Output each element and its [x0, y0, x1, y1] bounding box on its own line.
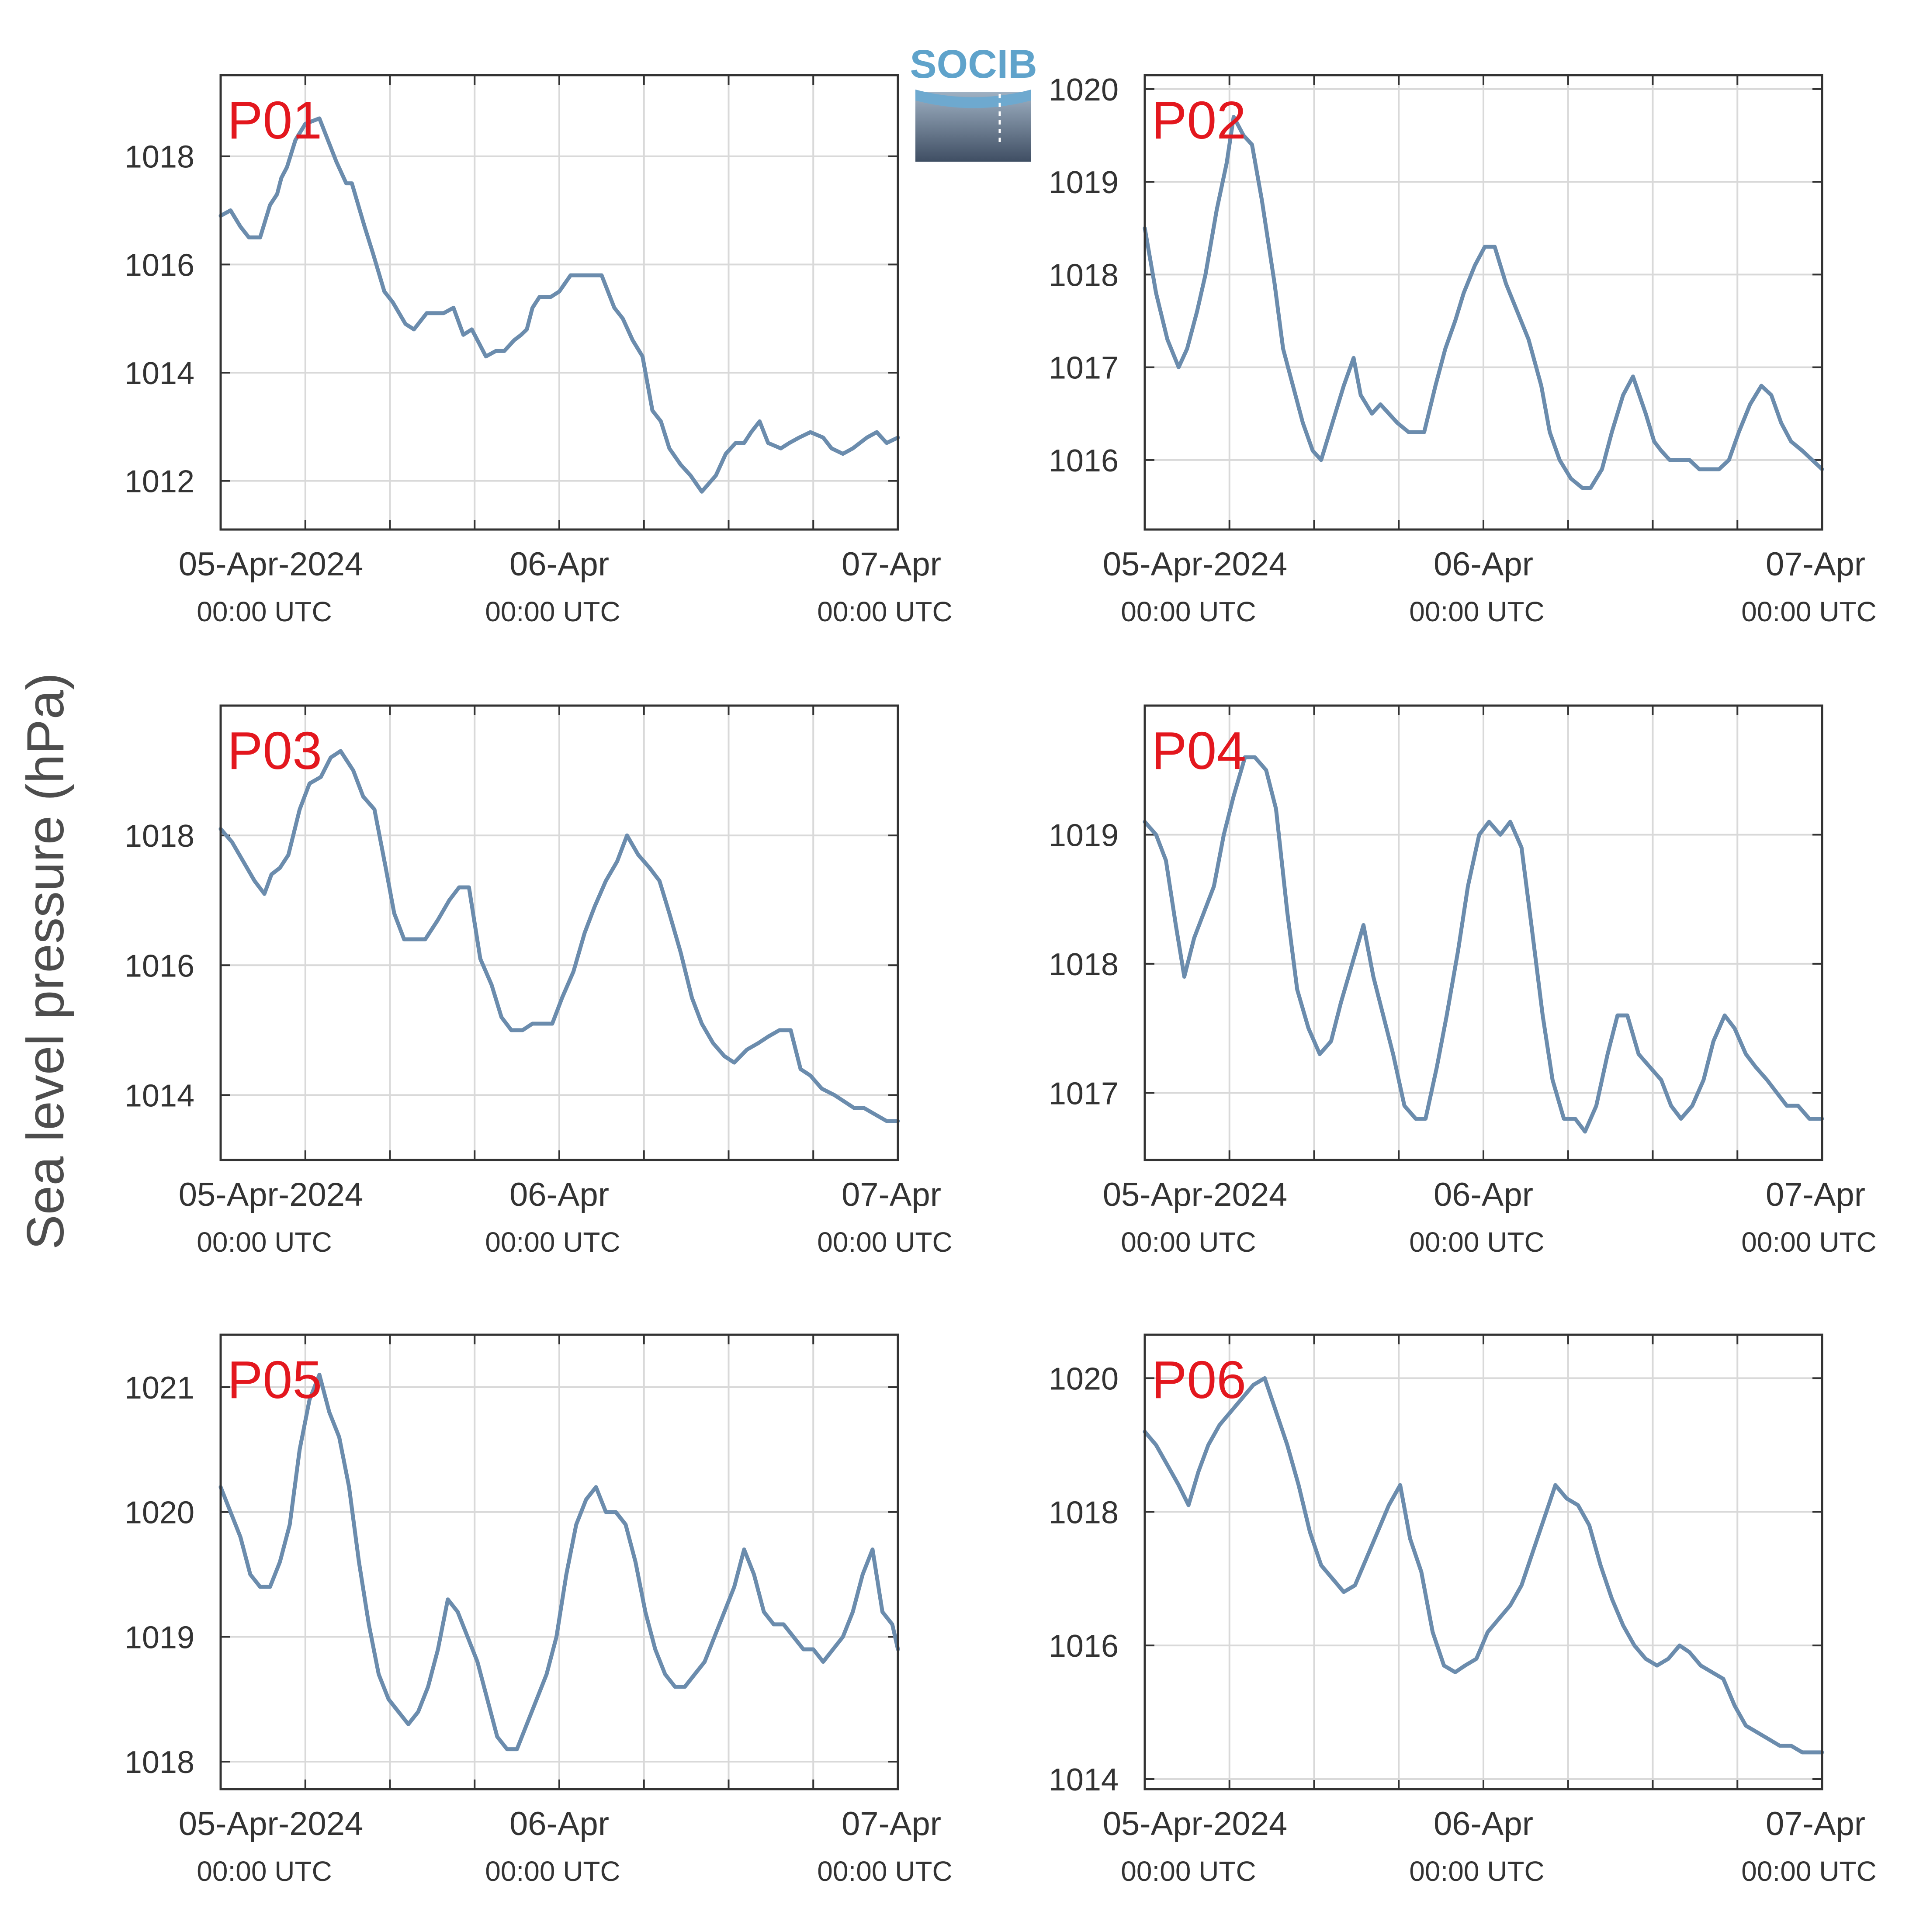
panel-p06: 1014 1016 1018 1020 05-Apr-2024 00:00 UTC 06-A…	[1049, 1333, 1877, 1887]
y-tick-label: 1019	[1049, 818, 1119, 853]
panel-label: P03	[227, 721, 322, 780]
y-tick-label: 1020	[125, 1496, 194, 1530]
y-tick-label: 1020	[1049, 1361, 1119, 1396]
x-tick-label-date: 06-Apr	[509, 1805, 609, 1842]
socib-logo: SOCIB	[910, 42, 1037, 162]
x-tick-label-date: 05-Apr-2024	[1103, 1805, 1288, 1842]
panel-label: P05	[227, 1350, 322, 1409]
socib-logo-text: SOCIB	[910, 42, 1037, 87]
x-tick-label-time: 00:00 UTC	[1741, 596, 1876, 627]
x-tick-label-date: 06-Apr	[1434, 546, 1533, 583]
y-tick-label: 1012	[125, 464, 194, 499]
x-tick-label-time: 00:00 UTC	[1409, 1226, 1544, 1258]
panel-label: P01	[227, 90, 322, 150]
y-tick-label: 1016	[1049, 1629, 1119, 1664]
y-tick-label: 1019	[1049, 165, 1119, 200]
panel-p04: 1017 1018 1019 05-Apr-2024 00:00 UTC 06-Apr 00…	[1049, 704, 1877, 1258]
x-tick-label-time: 00:00 UTC	[817, 1856, 952, 1887]
y-tick-label: 1017	[1049, 1076, 1119, 1111]
x-tick-label-date: 07-Apr	[1766, 1805, 1865, 1842]
y-tick-label: 1018	[125, 819, 194, 854]
x-tick-label-date: 06-Apr	[509, 546, 609, 583]
panel-label: P04	[1151, 721, 1246, 780]
panel-p02: 1016 1017 1018 1019 1020 05-Apr-2024 00:00 UTC…	[1049, 73, 1877, 627]
x-tick-label-time: 00:00 UTC	[1741, 1856, 1876, 1887]
plot-frame	[219, 1333, 899, 1790]
y-axis-label: Sea level pressure (hPa)	[16, 673, 75, 1250]
x-tick-label-date: 05-Apr-2024	[1103, 1176, 1288, 1213]
x-tick-label-time: 00:00 UTC	[1409, 1856, 1544, 1887]
x-tick-label-time: 00:00 UTC	[197, 596, 332, 627]
y-tick-label: 1018	[125, 1745, 194, 1780]
x-tick-label-time: 00:00 UTC	[1121, 1226, 1256, 1258]
x-tick-label-date: 07-Apr	[842, 546, 941, 583]
x-tick-label-time: 00:00 UTC	[485, 596, 620, 627]
panel-p03: 1014 1016 1018 05-Apr-2024 00:00 UTC 06-Apr 00…	[125, 704, 953, 1258]
x-tick-label-date: 06-Apr	[1434, 1805, 1533, 1842]
plot-frame	[219, 74, 899, 531]
x-tick-label-time: 00:00 UTC	[197, 1856, 332, 1887]
socib-logo-wave	[915, 90, 1031, 108]
x-tick-label-date: 07-Apr	[1766, 546, 1865, 583]
x-tick-label-time: 00:00 UTC	[817, 596, 952, 627]
data-line	[1143, 115, 1824, 490]
data-line	[218, 1372, 900, 1752]
y-tick-label: 1014	[125, 356, 194, 391]
x-tick-label-time: 00:00 UTC	[1409, 596, 1544, 627]
y-tick-label: 1018	[1049, 1495, 1119, 1530]
x-tick-label-date: 05-Apr-2024	[1103, 546, 1288, 583]
x-tick-label-date: 05-Apr-2024	[179, 546, 364, 583]
x-tick-label-date: 05-Apr-2024	[179, 1805, 364, 1842]
plot-frame	[1143, 704, 1823, 1161]
data-line	[1143, 755, 1824, 1134]
y-tick-label: 1016	[1049, 443, 1119, 478]
x-tick-label-time: 00:00 UTC	[1741, 1226, 1876, 1258]
y-tick-label: 1021	[125, 1371, 194, 1406]
panel-label: P02	[1151, 90, 1246, 150]
x-tick-label-time: 00:00 UTC	[1121, 596, 1256, 627]
data-line	[218, 116, 900, 494]
y-tick-label: 1018	[1049, 947, 1119, 982]
x-tick-label-time: 00:00 UTC	[485, 1226, 620, 1258]
x-tick-label-time: 00:00 UTC	[197, 1226, 332, 1258]
x-tick-label-date: 07-Apr	[842, 1176, 941, 1213]
y-tick-label: 1018	[1049, 258, 1119, 293]
x-tick-label-date: 06-Apr	[509, 1176, 609, 1213]
panel-label: P06	[1151, 1350, 1246, 1409]
y-tick-label: 1016	[125, 949, 194, 983]
x-tick-label-time: 00:00 UTC	[817, 1226, 952, 1258]
y-tick-label: 1020	[1049, 73, 1119, 107]
plot-frame	[1143, 1333, 1823, 1790]
y-tick-label: 1014	[1049, 1762, 1119, 1797]
y-tick-label: 1016	[125, 248, 194, 283]
x-tick-label-date: 07-Apr	[842, 1805, 941, 1842]
x-tick-label-date: 06-Apr	[1434, 1176, 1533, 1213]
x-tick-label-time: 00:00 UTC	[485, 1856, 620, 1887]
plot-frame	[1143, 74, 1823, 531]
y-tick-label: 1014	[125, 1078, 194, 1113]
data-line	[218, 749, 900, 1123]
y-tick-label: 1017	[1049, 351, 1119, 386]
x-tick-label-time: 00:00 UTC	[1121, 1856, 1256, 1887]
x-tick-label-date: 07-Apr	[1766, 1176, 1865, 1213]
x-tick-label-date: 05-Apr-2024	[179, 1176, 364, 1213]
data-line	[1143, 1376, 1824, 1755]
y-tick-label: 1018	[125, 140, 194, 175]
panel-p05: 1018 1019 1020 1021 05-Apr-2024 00:00 UTC 06-A…	[125, 1333, 953, 1887]
y-tick-label: 1019	[125, 1620, 194, 1655]
plot-frame	[219, 704, 899, 1161]
panel-p01: 1012 1014 1016 1018 05-Apr-2024 00:00 UTC 06-A…	[125, 74, 953, 627]
